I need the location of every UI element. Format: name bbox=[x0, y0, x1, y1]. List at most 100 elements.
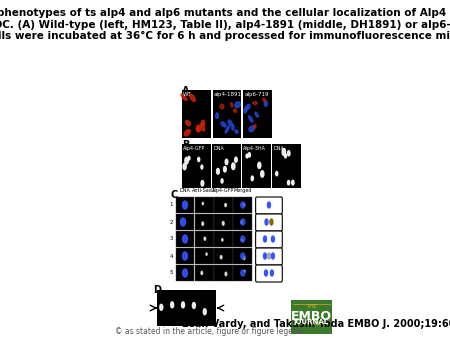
Bar bbox=[213, 90, 241, 138]
Bar bbox=[214, 197, 233, 213]
Ellipse shape bbox=[245, 104, 250, 110]
Ellipse shape bbox=[183, 201, 188, 209]
Circle shape bbox=[203, 309, 206, 315]
Ellipse shape bbox=[249, 126, 255, 131]
Circle shape bbox=[183, 164, 186, 170]
Circle shape bbox=[206, 253, 207, 255]
Circle shape bbox=[246, 154, 248, 158]
Ellipse shape bbox=[241, 236, 245, 242]
Text: C: C bbox=[171, 190, 178, 200]
Text: A: A bbox=[182, 86, 189, 96]
Ellipse shape bbox=[234, 109, 237, 113]
Ellipse shape bbox=[241, 219, 245, 225]
Circle shape bbox=[225, 159, 228, 165]
Bar bbox=[234, 214, 252, 230]
Ellipse shape bbox=[220, 104, 224, 109]
Circle shape bbox=[181, 302, 184, 308]
Ellipse shape bbox=[232, 124, 234, 130]
Ellipse shape bbox=[228, 120, 232, 126]
Circle shape bbox=[251, 176, 253, 181]
Circle shape bbox=[193, 303, 195, 309]
Circle shape bbox=[282, 148, 285, 155]
Ellipse shape bbox=[241, 202, 245, 208]
Circle shape bbox=[225, 203, 226, 207]
Text: Alp4-GFP: Alp4-GFP bbox=[212, 188, 234, 193]
Ellipse shape bbox=[216, 113, 218, 119]
Bar bbox=[234, 231, 252, 247]
Ellipse shape bbox=[253, 102, 257, 104]
Text: Merged: Merged bbox=[234, 188, 252, 193]
FancyBboxPatch shape bbox=[256, 214, 282, 231]
Ellipse shape bbox=[190, 94, 195, 101]
Circle shape bbox=[270, 219, 273, 225]
Text: Defective phenotypes of ts alp4 and alp6 mutants and the cellular localization o: Defective phenotypes of ts alp4 and alp6… bbox=[0, 8, 450, 41]
Ellipse shape bbox=[185, 120, 190, 126]
Ellipse shape bbox=[255, 112, 258, 117]
Bar bbox=[176, 265, 194, 281]
Ellipse shape bbox=[221, 122, 226, 127]
FancyBboxPatch shape bbox=[256, 197, 282, 214]
Bar bbox=[195, 231, 214, 247]
Bar bbox=[176, 248, 194, 264]
Bar bbox=[214, 248, 233, 264]
Ellipse shape bbox=[184, 129, 190, 136]
Circle shape bbox=[265, 219, 268, 225]
Circle shape bbox=[288, 180, 290, 185]
Circle shape bbox=[288, 151, 290, 156]
Ellipse shape bbox=[235, 102, 240, 108]
Ellipse shape bbox=[180, 218, 185, 226]
Bar bbox=[234, 248, 252, 264]
Bar bbox=[214, 265, 233, 281]
Text: 5: 5 bbox=[170, 270, 173, 275]
Ellipse shape bbox=[244, 107, 247, 113]
Text: Leah Vardy, and Takashi Toda EMBO J. 2000;19:6098-6111: Leah Vardy, and Takashi Toda EMBO J. 200… bbox=[182, 319, 450, 329]
Circle shape bbox=[264, 253, 266, 259]
Circle shape bbox=[222, 239, 223, 241]
Circle shape bbox=[243, 203, 245, 206]
Circle shape bbox=[202, 202, 203, 205]
Circle shape bbox=[225, 272, 227, 276]
Bar bbox=[242, 144, 271, 188]
Ellipse shape bbox=[183, 252, 188, 260]
Circle shape bbox=[224, 167, 226, 172]
Text: WT: WT bbox=[183, 92, 192, 97]
Bar bbox=[176, 214, 194, 230]
Text: 3: 3 bbox=[170, 237, 173, 241]
Ellipse shape bbox=[183, 269, 188, 277]
Circle shape bbox=[220, 256, 222, 259]
Ellipse shape bbox=[181, 94, 187, 100]
Ellipse shape bbox=[241, 253, 245, 259]
Text: Anti-Sad1: Anti-Sad1 bbox=[192, 188, 216, 193]
FancyBboxPatch shape bbox=[256, 265, 282, 282]
Bar bbox=[195, 197, 214, 213]
Circle shape bbox=[216, 168, 219, 174]
Bar bbox=[195, 265, 214, 281]
FancyBboxPatch shape bbox=[291, 300, 332, 334]
Text: alp6-719: alp6-719 bbox=[244, 92, 269, 97]
FancyBboxPatch shape bbox=[256, 231, 282, 248]
Circle shape bbox=[264, 236, 266, 242]
Bar bbox=[195, 248, 214, 264]
Bar bbox=[182, 90, 211, 138]
Text: 2: 2 bbox=[170, 219, 173, 224]
Circle shape bbox=[247, 154, 248, 158]
Text: Alp4-3HA: Alp4-3HA bbox=[243, 146, 266, 151]
Circle shape bbox=[243, 256, 245, 260]
Text: 1: 1 bbox=[170, 202, 173, 208]
Circle shape bbox=[222, 221, 224, 225]
Circle shape bbox=[267, 202, 270, 208]
Circle shape bbox=[265, 270, 267, 276]
Circle shape bbox=[276, 171, 278, 176]
Circle shape bbox=[271, 236, 274, 242]
Bar bbox=[212, 144, 241, 188]
Bar bbox=[195, 214, 214, 230]
Ellipse shape bbox=[196, 127, 200, 132]
Circle shape bbox=[201, 180, 204, 186]
Circle shape bbox=[241, 239, 243, 242]
Ellipse shape bbox=[197, 125, 200, 132]
Circle shape bbox=[261, 171, 264, 177]
Bar bbox=[272, 144, 301, 188]
Circle shape bbox=[258, 162, 261, 169]
Text: DNA: DNA bbox=[180, 188, 190, 193]
Circle shape bbox=[270, 270, 274, 276]
